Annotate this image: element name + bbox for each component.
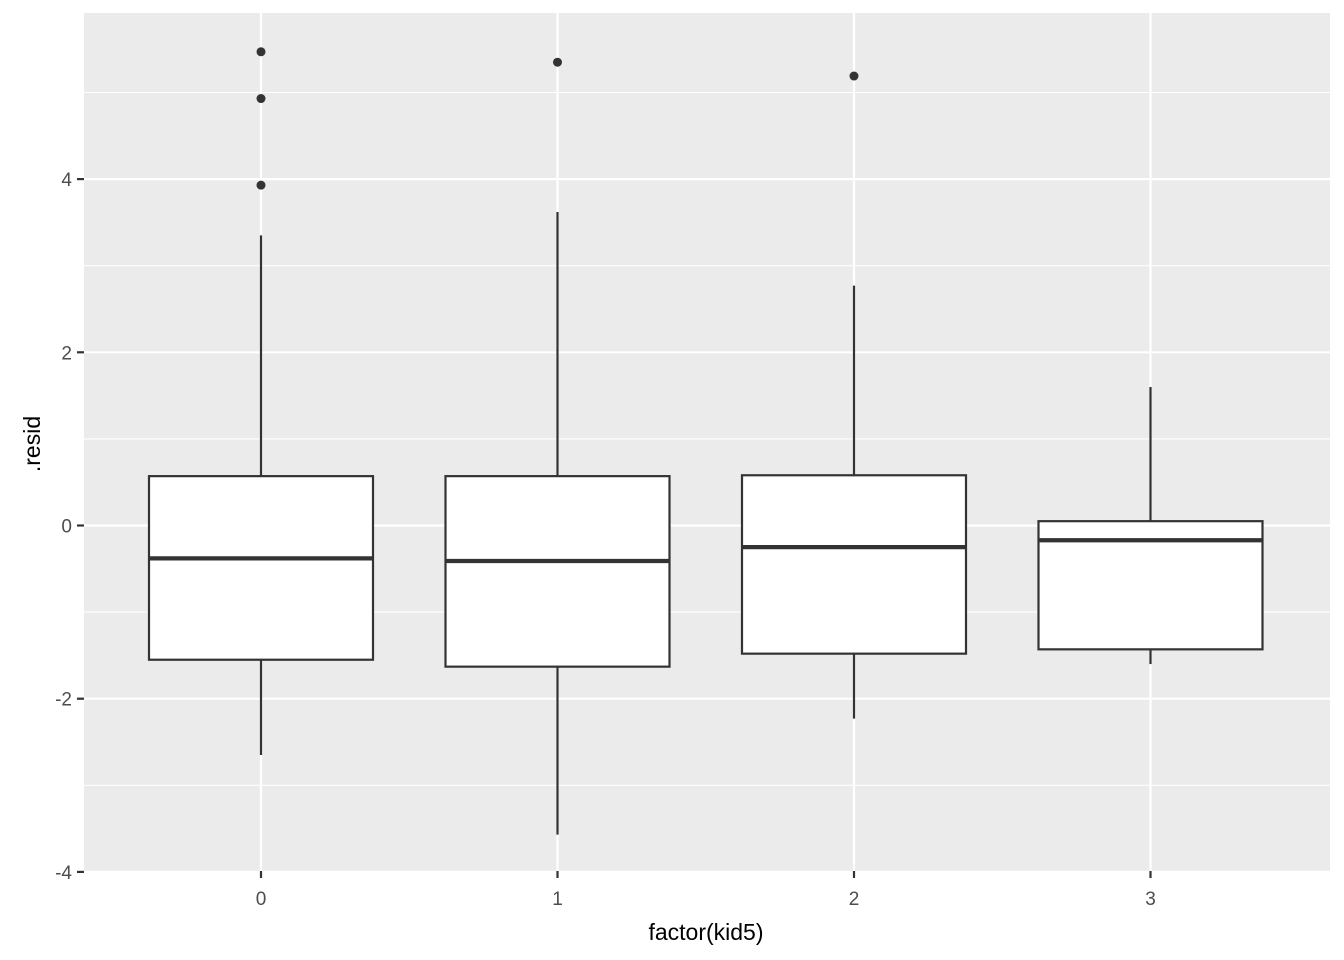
plot-panel xyxy=(84,13,1330,871)
x-axis-title: factor(kid5) xyxy=(648,919,763,945)
box-2 xyxy=(740,71,968,719)
y-tick-label: 2 xyxy=(61,343,72,364)
outlier-point xyxy=(849,71,859,81)
outlier-point xyxy=(256,180,266,190)
outlier-point xyxy=(256,94,266,104)
box-3 xyxy=(1037,386,1264,665)
box-1 xyxy=(444,57,671,835)
outlier-point xyxy=(256,47,266,57)
box-iqr xyxy=(147,475,375,661)
boxplot-series xyxy=(147,47,1264,835)
box-iqr xyxy=(740,474,968,655)
y-axis-tick-labels: -4 -2 0 2 4 xyxy=(55,170,72,884)
x-tick-label: 2 xyxy=(849,889,860,910)
axis-ticks xyxy=(77,178,1152,878)
x-axis-tick-labels: 0 1 2 3 xyxy=(256,889,1156,910)
y-tick-label: 4 xyxy=(61,170,72,191)
x-tick-label: 0 xyxy=(256,889,267,910)
outlier-point xyxy=(553,57,562,67)
y-tick-label: -2 xyxy=(55,690,72,711)
y-axis-title: .resid xyxy=(19,416,45,472)
x-tick-label: 1 xyxy=(552,889,563,910)
box-iqr xyxy=(444,475,671,668)
y-tick-label: 0 xyxy=(61,517,72,538)
box-0 xyxy=(147,47,375,755)
box-iqr xyxy=(1037,520,1264,651)
y-tick-label: -4 xyxy=(55,863,72,884)
x-tick-label: 3 xyxy=(1145,889,1156,910)
